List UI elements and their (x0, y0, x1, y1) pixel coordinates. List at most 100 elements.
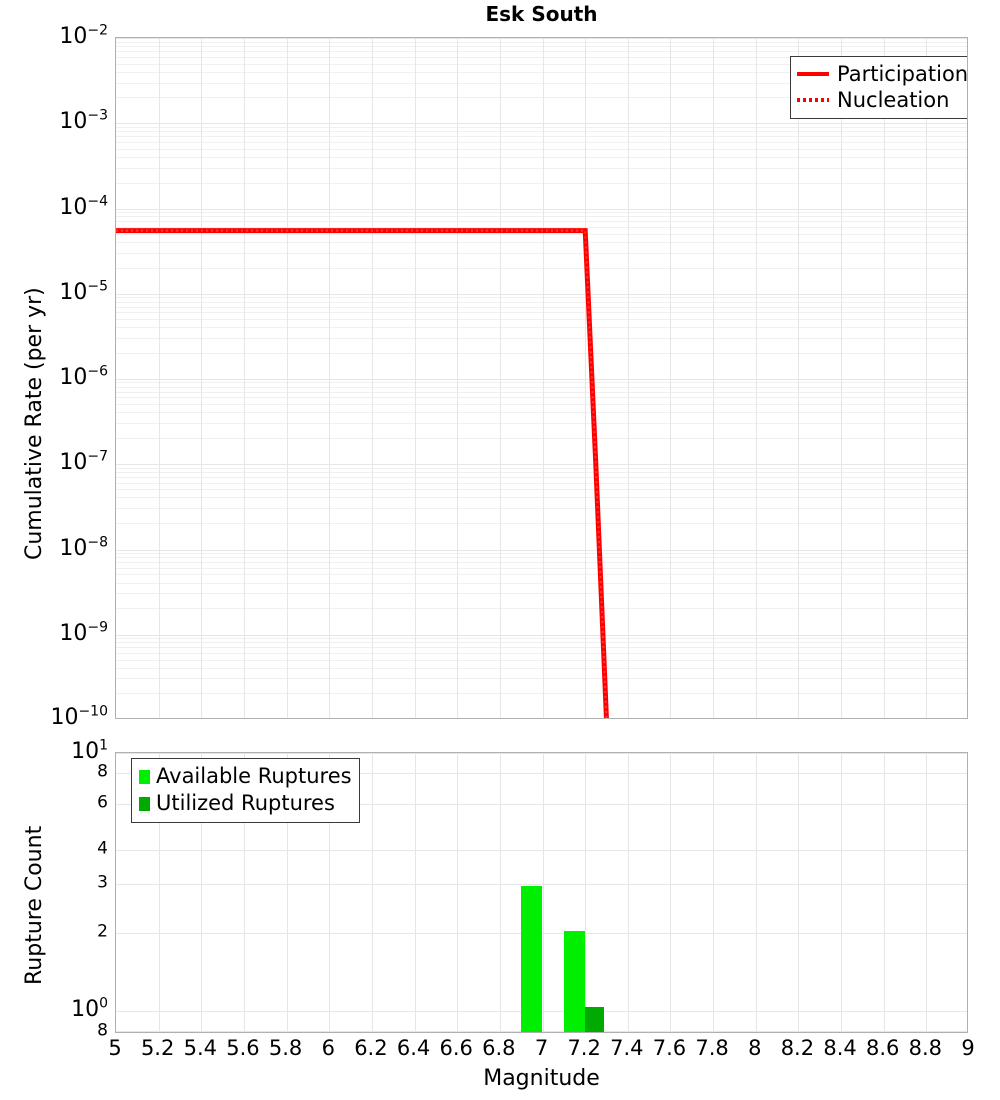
legend-item-participation[interactable]: Participation (797, 61, 968, 87)
gridline-v (670, 38, 671, 718)
gridline-h-major (116, 209, 967, 210)
gridline-v (926, 38, 927, 718)
gridline-v (585, 753, 586, 1032)
gridline-v (159, 753, 160, 1032)
xtick-label: 5 (108, 1036, 122, 1060)
gridline-h-minor (116, 168, 967, 169)
xtick-label: 6.8 (482, 1036, 516, 1060)
gridline-h-minor (116, 221, 967, 222)
gridline-h-minor (116, 149, 967, 150)
xtick-label: 6.6 (439, 1036, 473, 1060)
xtick-label: 9 (961, 1036, 975, 1060)
gridline-h-minor (116, 42, 967, 43)
legend-item-nucleation[interactable]: Nucleation (797, 87, 967, 113)
gridline-h-major (116, 753, 967, 754)
ytick-label-minor: 4 (97, 838, 108, 859)
available-swatch-icon (138, 767, 152, 787)
gridline-v (884, 753, 885, 1032)
participation-series-line (116, 228, 609, 718)
gridline-v (756, 38, 757, 718)
gridline-h-minor (116, 216, 967, 217)
gridline-v (201, 753, 202, 1032)
gridline-v (372, 38, 373, 718)
ytick-label-minor: 2 (97, 921, 108, 942)
xtick-label: 8 (748, 1036, 762, 1060)
xtick-label: 8.6 (865, 1036, 900, 1060)
gridline-v (287, 753, 288, 1032)
gridline-h-minor (116, 212, 967, 213)
gridline-h-minor (116, 127, 967, 128)
xtick-label: 5.2 (140, 1036, 175, 1060)
legend-label-utilized-ruptures: Utilized Ruptures (156, 791, 335, 815)
gridline-v (415, 38, 416, 718)
legend-item-utilized-ruptures[interactable]: Utilized Ruptures (138, 790, 352, 817)
gridline-h-minor (116, 97, 967, 98)
ytick-label: 10−5 (59, 278, 108, 305)
gridline-v (415, 753, 416, 1032)
legend-label-available-ruptures: Available Ruptures (156, 764, 352, 788)
gridline-h-minor (116, 183, 967, 184)
gridline-h-major (116, 38, 967, 39)
gridline-h-minor (116, 773, 967, 774)
rupture-count-plot: Available Ruptures Utilized Ruptures (115, 752, 968, 1033)
ytick-label-minor: 3 (97, 872, 108, 893)
gridline-h-minor (116, 72, 967, 73)
ytick-label: 10−8 (59, 534, 108, 561)
gridline-h-minor (116, 804, 967, 805)
nucleation-series-line (116, 229, 608, 718)
gridline-v (244, 753, 245, 1032)
gridline-v (628, 38, 629, 718)
xaxis-tick-labels: 5 5.2 5.4 5.6 5.8 6 6.2 6.4 6.6 6.8 7 7.2 7.4 7.6 7.8 8… (0, 1036, 1000, 1070)
gridline-v (457, 38, 458, 718)
top-panel-yaxis-label: Cumulative Rate (per yr) (22, 287, 47, 560)
gridline-h-major (116, 123, 967, 124)
gridline-h-minor (116, 227, 967, 228)
ytick-label-minor: 8 (97, 761, 108, 782)
ytick-label: 101 (71, 737, 108, 764)
xtick-label: 8.8 (908, 1036, 943, 1060)
gridline-v (585, 38, 586, 718)
gridline-v (287, 38, 288, 718)
gridline-v (841, 38, 842, 718)
top-panel-ytick-labels: 10−2 10−3 10−4 10−5 10−6 10−7 10−8 10−9 … (0, 0, 108, 730)
gridline-h-minor (116, 57, 967, 58)
gridline-v (628, 753, 629, 1032)
xtick-label: 6.4 (396, 1036, 431, 1060)
bottom-panel-legend: Available Ruptures Utilized Ruptures (131, 758, 360, 823)
gridline-v (329, 753, 330, 1032)
ytick-label: 10−7 (59, 448, 108, 475)
gridline-v (244, 38, 245, 718)
rupture-count-bar (585, 1007, 605, 1032)
gridline-v (543, 38, 544, 718)
rupture-count-bar (563, 930, 586, 1032)
xtick-label: 5.6 (226, 1036, 260, 1060)
gridline-v (159, 38, 160, 718)
gridline-h-minor (116, 46, 967, 47)
gridline-v (798, 753, 799, 1032)
top-panel-legend: Participation Nucleation (790, 56, 968, 119)
solid-line-key-icon (797, 64, 831, 84)
xtick-label: 6 (321, 1036, 335, 1060)
gridline-v (841, 753, 842, 1032)
gridline-h-minor (116, 884, 967, 885)
cumulative-rate-plot: Participation Nucleation (115, 37, 968, 719)
ytick-label-minor: 6 (97, 792, 108, 813)
ytick-label: 100 (71, 995, 108, 1022)
xtick-label: 7.4 (610, 1036, 644, 1060)
utilized-swatch-icon (138, 794, 152, 814)
gridline-v (884, 38, 885, 718)
xtick-label: 7 (534, 1036, 549, 1060)
ytick-label-minor: 8 (97, 1020, 108, 1041)
legend-item-available-ruptures[interactable]: Available Ruptures (138, 763, 352, 790)
ytick-label: 10−4 (59, 193, 108, 220)
ytick-label: 10−2 (59, 22, 108, 49)
gridline-v (372, 753, 373, 1032)
ytick-label: 10−3 (59, 107, 108, 134)
bottom-panel-ytick-labels: 101 8 6 4 3 2 100 8 (0, 0, 108, 1060)
xtick-label: 8.2 (780, 1036, 815, 1060)
gridline-h-minor (116, 850, 967, 851)
xaxis-label: Magnitude (483, 1066, 600, 1091)
legend-label-participation: Participation (837, 61, 968, 86)
gridline-v (713, 38, 714, 718)
gridline-h-minor (116, 83, 967, 84)
